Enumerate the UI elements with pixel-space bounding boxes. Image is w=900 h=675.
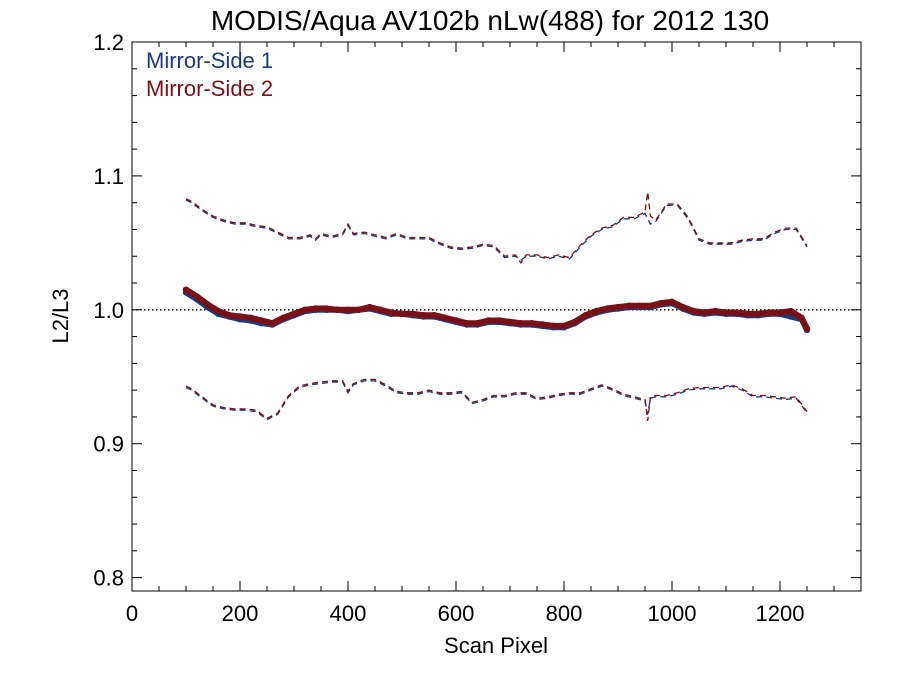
series-2-point (744, 310, 751, 317)
series-2-point (593, 307, 600, 315)
series-2-point (787, 307, 794, 315)
series-2-point (463, 320, 470, 327)
chart-title: MODIS/Aqua AV102b nLw(488) for 2012 130 (211, 5, 769, 36)
series-2-point (193, 293, 200, 300)
series-2-point (690, 307, 697, 315)
series-2-point (571, 318, 578, 326)
series-2-point (377, 306, 384, 313)
series-2-point (452, 317, 460, 324)
series-2-point (344, 306, 352, 313)
series-2-point (409, 310, 416, 317)
series-layer (182, 191, 811, 421)
series-2-point (668, 298, 676, 305)
x-axis-label: Scan Pixel (444, 633, 548, 658)
series-2-point (204, 301, 211, 308)
series-2-point (625, 302, 632, 309)
legend-item-mirror-side-2: Mirror-Side 2 (146, 76, 273, 101)
series-2-point (614, 303, 622, 311)
series-2-point (733, 309, 740, 316)
y-tick-label: 0.8 (93, 566, 124, 591)
series-2-point (301, 306, 308, 313)
series-2-point (755, 310, 762, 317)
plot-frame (131, 41, 862, 592)
series-2-point (182, 286, 190, 293)
series-2-point (550, 322, 557, 330)
series-2-point (366, 303, 373, 311)
series-2-point (679, 303, 686, 311)
y-tick-label: 1.1 (93, 164, 124, 189)
series-2-point (420, 312, 427, 319)
y-tick-label: 1.0 (93, 298, 124, 323)
y-axis-label: L2/L3 (48, 288, 73, 343)
series-2-point (290, 310, 298, 317)
series-2-point (388, 309, 395, 316)
y-tick-label: 0.9 (93, 432, 124, 457)
series-2-point (398, 310, 406, 317)
series-2-point (506, 318, 514, 326)
series-2-point (539, 321, 546, 328)
series-2-point (701, 309, 708, 316)
x-tick-label: 200 (222, 601, 259, 626)
legend: Mirror-Side 1 Mirror-Side 2 (146, 48, 273, 101)
series-2-point (355, 306, 362, 313)
series-2-point (496, 317, 503, 324)
series-2-point (334, 306, 341, 313)
series-2-point (766, 309, 773, 316)
series-2-point (798, 314, 805, 321)
series-2-point (431, 312, 438, 319)
series-2-point (258, 317, 265, 324)
series-2-point (636, 302, 643, 309)
x-tick-label: 600 (438, 601, 475, 626)
series-2-point (247, 314, 254, 321)
series-2 (182, 191, 811, 421)
series-2-point (658, 299, 665, 307)
series-2-point (712, 307, 719, 315)
series-2-point (474, 320, 481, 327)
series-2-point (517, 320, 524, 327)
x-tick-label: 800 (546, 601, 583, 626)
x-tick-label: 1000 (648, 601, 697, 626)
series-2-point (280, 314, 287, 321)
series-2-point (236, 313, 244, 320)
series-2-point (647, 302, 654, 309)
series-2-point (776, 309, 784, 316)
series-2-point (485, 317, 492, 324)
series-2-point (582, 312, 589, 319)
series-2-point (803, 325, 811, 332)
y-tick-label: 1.2 (93, 30, 124, 55)
series-2-point (269, 320, 276, 327)
series-1-lower-line (185, 380, 808, 421)
x-tick-label: 400 (330, 601, 367, 626)
series-2-point (528, 320, 535, 327)
series-2-point (560, 322, 568, 330)
series-2-upper-line (185, 191, 808, 265)
series-2-point (226, 312, 233, 319)
series-2-point (312, 305, 319, 312)
x-tick-label: 1200 (756, 601, 805, 626)
series-1-upper-line (185, 199, 808, 262)
series-2-point (323, 305, 330, 312)
series-2-point (442, 314, 449, 321)
series-2-point (604, 305, 611, 312)
series-2-point (215, 307, 222, 315)
series-2-lower-line (185, 378, 808, 421)
x-tick-label: 0 (126, 601, 138, 626)
legend-item-mirror-side-1: Mirror-Side 1 (146, 48, 273, 73)
axis-ticks: 0 200 400 600 800 1000 1200 0.8 0.9 1.0 1.1 1.2 (93, 30, 862, 626)
series-2-point (722, 309, 730, 316)
